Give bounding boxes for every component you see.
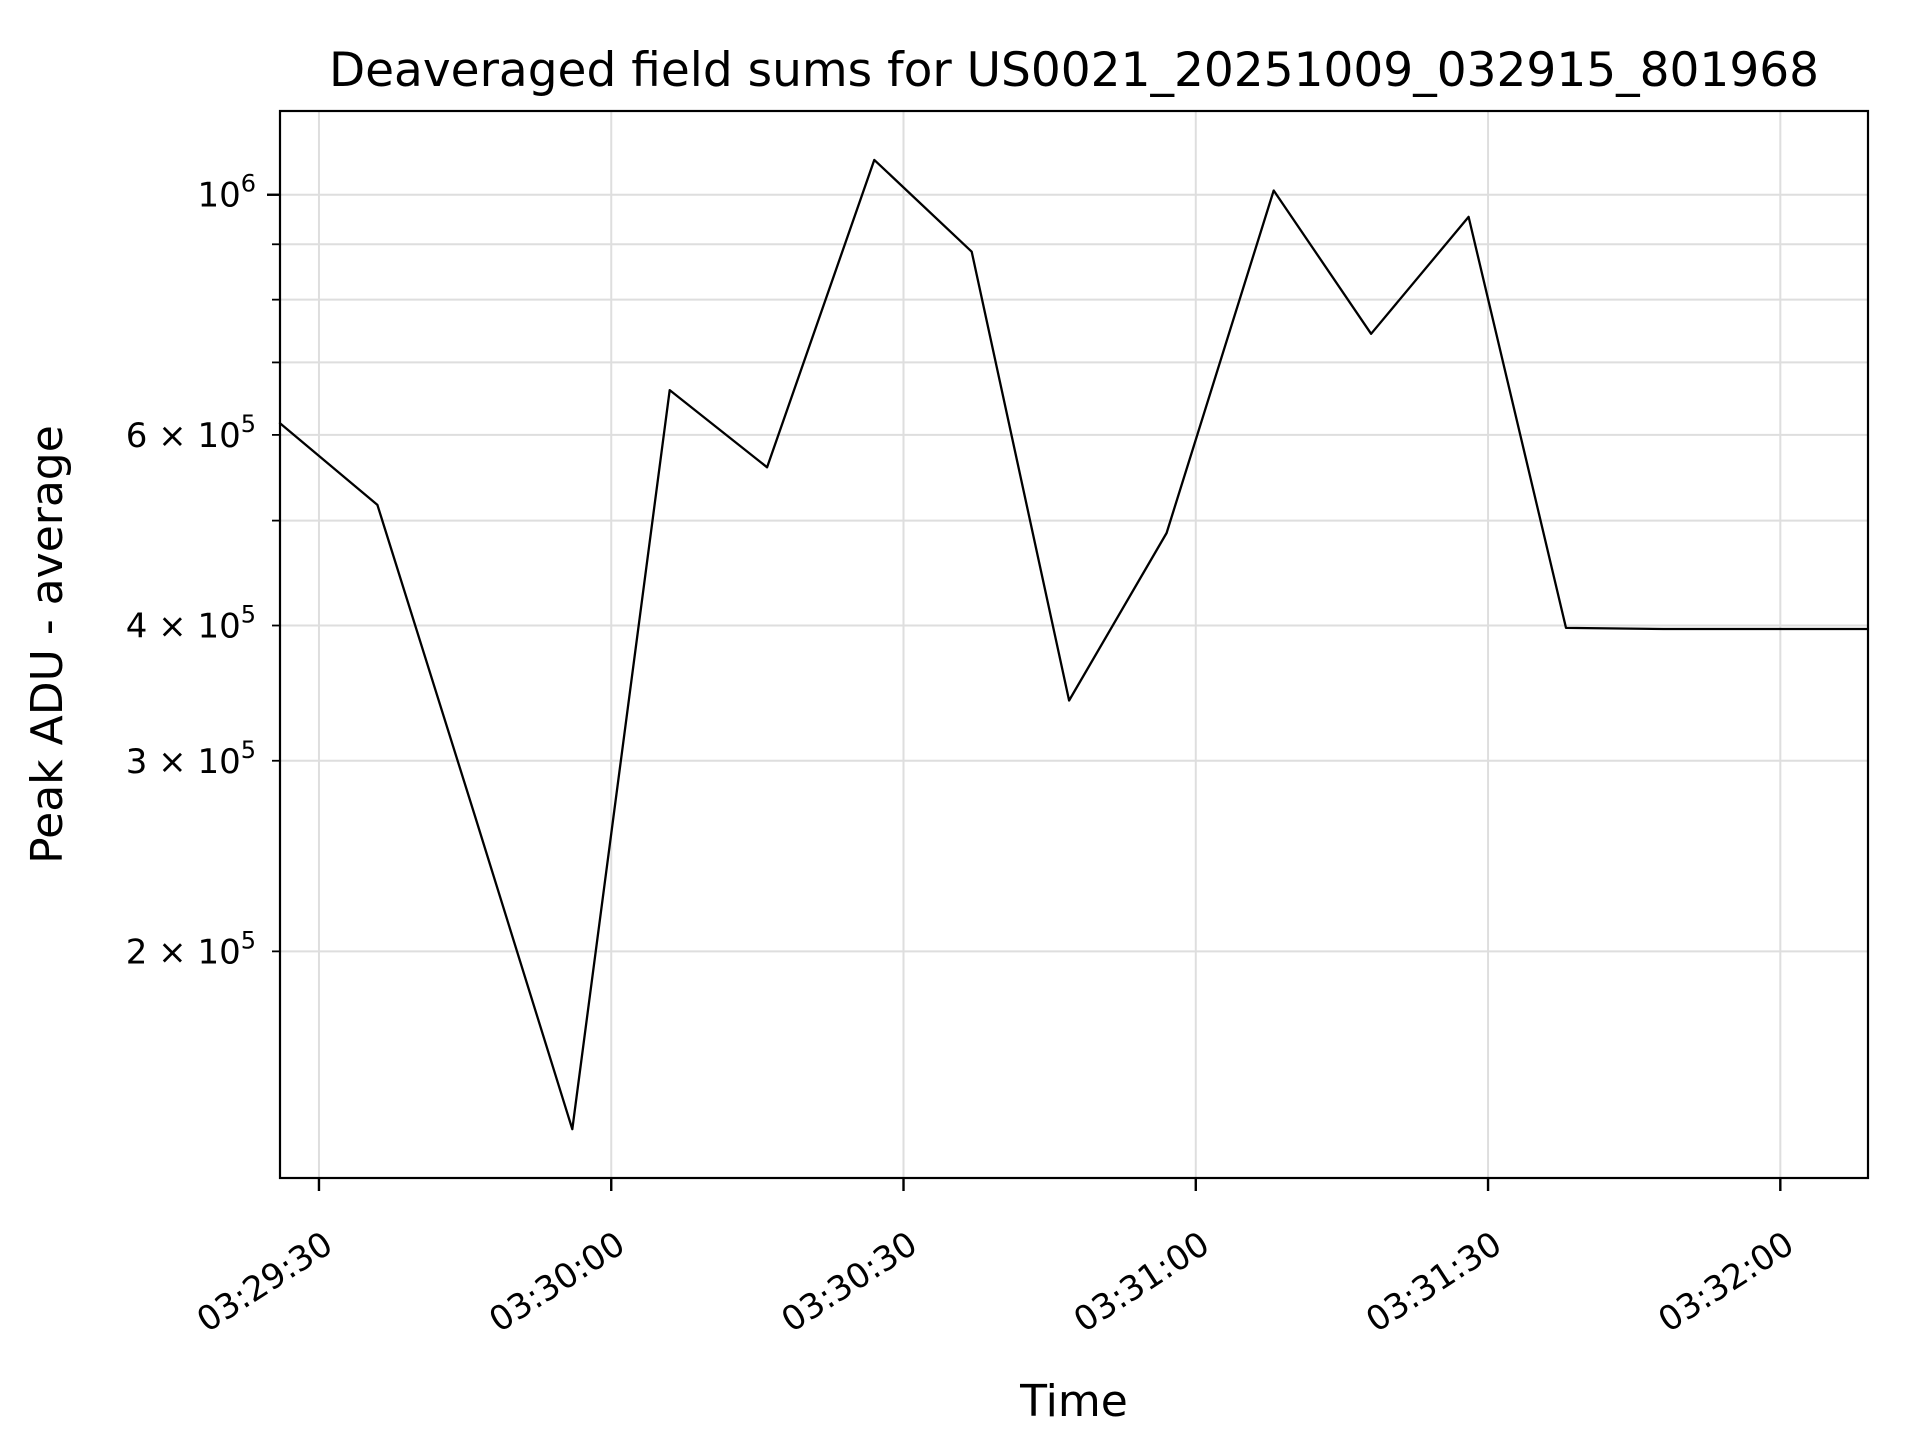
x-tick-label: 03:30:00 — [482, 1224, 632, 1341]
x-tick-label: 03:31:00 — [1067, 1224, 1217, 1341]
axis-ticks — [267, 193, 1782, 1191]
y-tick-labels: 106 6 × 105 4 × 105 3 × 105 2 × 105 — [126, 170, 256, 973]
y-axis-label: Peak ADU - average — [22, 425, 73, 864]
x-tick-label: 03:31:30 — [1359, 1224, 1509, 1341]
data-line — [278, 158, 1870, 1131]
plot-border — [278, 109, 1870, 1180]
y-tick-label: 106 — [197, 170, 256, 216]
y-tick-label: 4 × 105 — [126, 601, 256, 647]
x-tick-label: 03:32:00 — [1651, 1224, 1801, 1341]
x-tick-labels: 03:29:30 03:30:00 03:30:30 03:31:00 03:31:30… — [190, 1224, 1801, 1341]
y-tick-label: 2 × 105 — [126, 926, 256, 972]
y-tick-label: 3 × 105 — [126, 736, 256, 782]
x-tick-label: 03:30:30 — [775, 1224, 925, 1341]
x-tick-label: 03:29:30 — [190, 1224, 340, 1341]
y-tick-label: 6 × 105 — [126, 410, 256, 456]
gridlines — [280, 111, 1868, 1178]
chart-title: Deaveraged field sums for US0021_2025100… — [329, 43, 1819, 98]
x-axis-label: Time — [1019, 1376, 1128, 1427]
